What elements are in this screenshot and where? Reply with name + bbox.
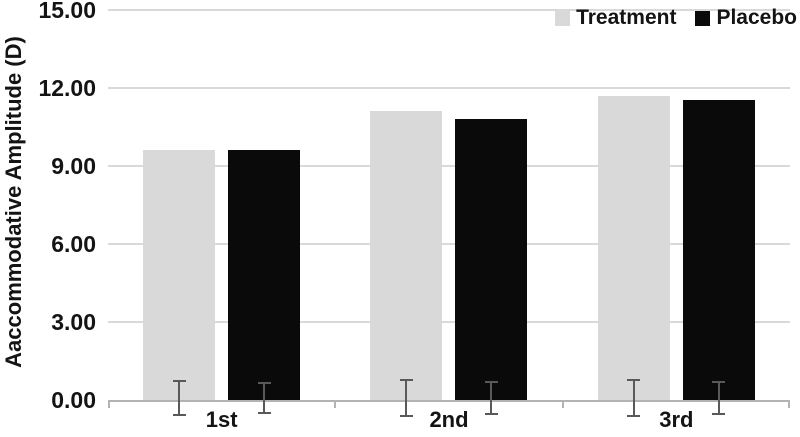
- bar-placebo-1st: [228, 150, 301, 415]
- gridline: [108, 87, 790, 89]
- gridline: [108, 243, 790, 245]
- legend-item-placebo: Placebo: [695, 6, 797, 30]
- bar-group-3rd: [563, 10, 790, 417]
- error-bar-line: [717, 382, 720, 414]
- gridline: [108, 9, 790, 11]
- x-tick-label-2nd: 2nd: [429, 407, 469, 432]
- error-bar-line: [405, 381, 408, 415]
- error-bar: [399, 379, 413, 417]
- bar-treatment-3rd: [597, 95, 670, 417]
- x-axis-tick: [561, 402, 564, 408]
- legend: Treatment Placebo: [555, 6, 797, 30]
- error-bar: [257, 381, 271, 415]
- bar-placebo-2nd: [455, 119, 528, 415]
- error-bar-line: [490, 383, 493, 413]
- gridline: [108, 165, 790, 167]
- legend-label-placebo: Placebo: [716, 6, 797, 29]
- x-axis-tick: [108, 402, 110, 408]
- x-tick-label-1st: 1st: [205, 407, 238, 432]
- bar-group-1st: [108, 10, 335, 417]
- x-axis-tick: [334, 402, 337, 408]
- legend-swatch-placebo: [695, 10, 711, 26]
- gridline: [108, 321, 790, 323]
- legend-label-treatment: Treatment: [576, 6, 677, 29]
- error-bar-line: [632, 381, 635, 415]
- legend-item-treatment: Treatment: [555, 6, 676, 30]
- error-bar: [484, 381, 498, 415]
- error-bar: [712, 380, 726, 416]
- legend-swatch-treatment: [555, 10, 571, 26]
- x-axis-tick: [788, 402, 790, 408]
- y-tick-label: 15.00: [38, 0, 96, 23]
- x-tick-label-3rd: 3rd: [659, 407, 694, 432]
- error-bar: [172, 379, 186, 417]
- bar-group-2nd: [335, 10, 562, 417]
- error-bar: [627, 379, 641, 417]
- bar-treatment-1st: [143, 150, 216, 417]
- error-bar-line: [178, 381, 181, 415]
- y-tick-label: 9.00: [51, 153, 96, 179]
- y-tick-label: 6.00: [51, 231, 96, 257]
- y-tick-label: 0.00: [51, 387, 96, 413]
- error-bar-line: [263, 383, 266, 413]
- bar-placebo-3rd: [682, 99, 755, 416]
- y-tick-label: 12.00: [38, 75, 96, 101]
- bar-treatment-2nd: [370, 111, 443, 417]
- plot-area: [108, 9, 790, 417]
- y-tick-label: 3.00: [51, 309, 96, 335]
- bar-groups: [108, 10, 790, 417]
